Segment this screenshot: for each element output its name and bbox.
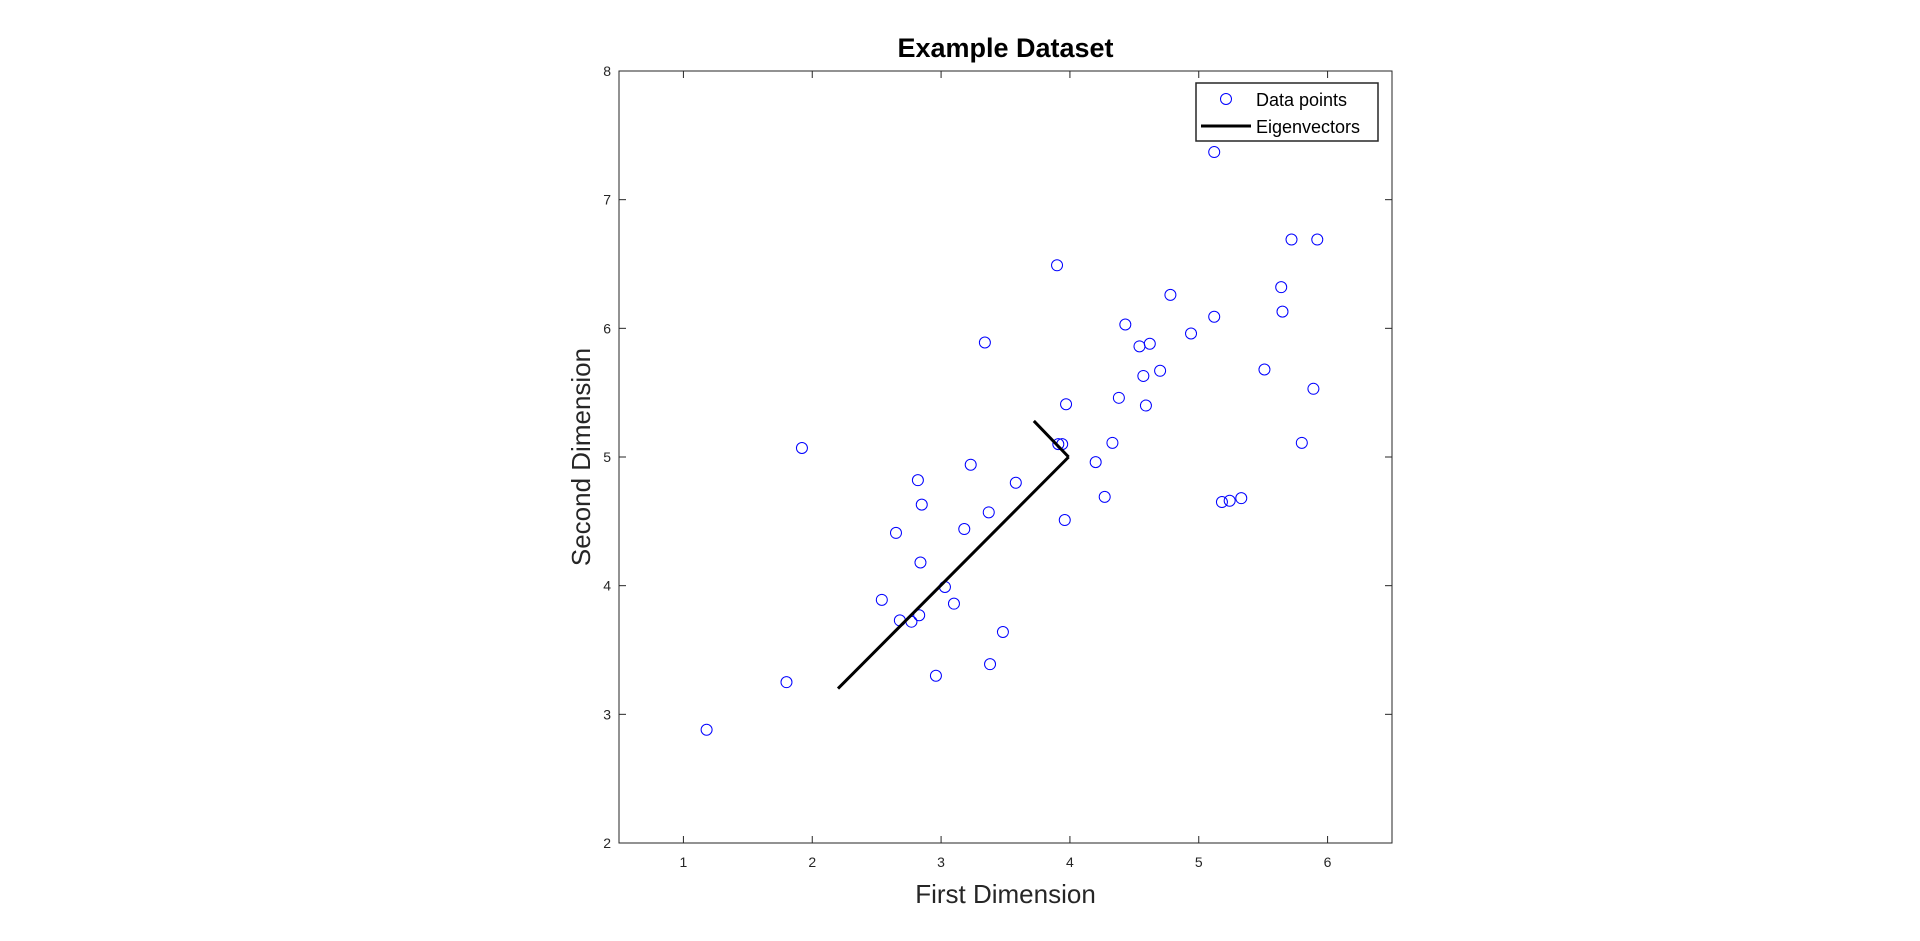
y-tick-label: 2 — [603, 835, 611, 851]
data-point — [958, 523, 971, 536]
data-point — [1143, 337, 1156, 350]
data-point — [1051, 259, 1064, 272]
data-point — [1052, 438, 1065, 451]
x-tick-label: 1 — [680, 854, 688, 870]
data-point — [1089, 456, 1102, 469]
data-point — [947, 597, 960, 610]
data-point — [1098, 490, 1111, 503]
data-point — [1058, 514, 1071, 527]
data-point — [915, 498, 928, 511]
data-point — [996, 625, 1009, 638]
data-point — [700, 723, 713, 736]
x-tick-label: 2 — [808, 854, 816, 870]
data-point — [1060, 398, 1073, 411]
data-point — [875, 593, 888, 606]
data-point — [1137, 369, 1150, 382]
data-point — [913, 609, 926, 622]
data-point — [1154, 364, 1167, 377]
marks-layer — [700, 146, 1324, 736]
legend-box — [1195, 82, 1379, 142]
y-tick-label: 8 — [603, 63, 611, 79]
data-point — [1009, 476, 1022, 489]
data-point — [1106, 436, 1119, 449]
x-tick-label: 3 — [937, 854, 945, 870]
data-point — [1112, 391, 1125, 404]
data-point — [914, 556, 927, 569]
legend-marker-data-points — [1220, 93, 1232, 105]
data-point — [1139, 399, 1152, 412]
data-point — [1215, 496, 1228, 509]
data-point — [1235, 492, 1248, 505]
data-point — [1223, 494, 1236, 507]
y-tick-label: 6 — [603, 320, 611, 336]
y-tick-label: 5 — [603, 449, 611, 465]
x-tick-label: 6 — [1324, 854, 1332, 870]
eigenvector-line — [1032, 419, 1070, 459]
data-point — [889, 526, 902, 539]
data-point — [911, 474, 924, 487]
data-point — [1258, 363, 1271, 376]
data-point — [964, 458, 977, 471]
y-tick-label: 4 — [603, 578, 611, 594]
data-point — [929, 669, 942, 682]
data-point — [1164, 288, 1177, 301]
data-point — [795, 441, 808, 454]
data-point — [1311, 233, 1324, 246]
data-point — [1208, 310, 1221, 323]
data-point — [1275, 281, 1288, 294]
y-tick-label: 3 — [603, 706, 611, 722]
x-tick-label: 4 — [1066, 854, 1074, 870]
data-point — [1307, 382, 1320, 395]
data-point — [1133, 340, 1146, 353]
legend: Data points Eigenvectors — [1195, 82, 1379, 142]
y-tick-label: 7 — [603, 192, 611, 208]
data-point — [1295, 436, 1308, 449]
data-point — [1276, 305, 1289, 318]
y-axis-label: Second Dimension — [566, 348, 596, 566]
eigenvector-line — [836, 455, 1070, 690]
data-point — [1285, 233, 1298, 246]
data-point — [1185, 327, 1198, 340]
data-point — [1208, 146, 1221, 159]
x-axis-label: First Dimension — [915, 879, 1096, 909]
ticks-layer: 1 2 3 4 5 6 2 3 4 5 6 7 8 — [603, 63, 1392, 870]
x-tick-label: 5 — [1195, 854, 1203, 870]
axes-box — [618, 70, 1393, 844]
chart-title: Example Dataset — [897, 33, 1113, 63]
data-point — [982, 506, 995, 519]
legend-label-eigenvectors: Eigenvectors — [1256, 117, 1360, 137]
data-point — [978, 336, 991, 349]
data-point — [780, 676, 793, 689]
data-point — [984, 658, 997, 671]
legend-label-data-points: Data points — [1256, 90, 1347, 110]
data-point — [1119, 318, 1132, 331]
